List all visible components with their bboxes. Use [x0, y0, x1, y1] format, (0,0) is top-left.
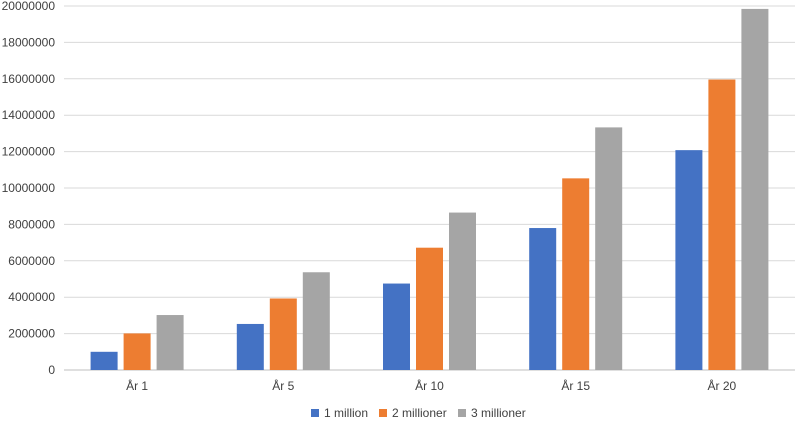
bar-2-4	[562, 178, 590, 370]
y-tick-label: 8000000	[8, 217, 55, 231]
bar-3-2	[302, 272, 330, 370]
bar-2-5	[708, 79, 736, 370]
x-tick-label: År 5	[272, 378, 294, 393]
bar-1-5	[675, 150, 703, 370]
bar-2-2	[269, 298, 297, 370]
x-axis-ticks: År 1 År 5 År 10 År 15 År 20	[126, 378, 736, 393]
legend-swatch	[311, 409, 319, 417]
y-axis-ticks: 0 2000000 4000000 6000000 8000000 10000000 120…	[2, 0, 56, 377]
x-tick-label: År 20	[708, 378, 737, 393]
y-tick-label: 10000000	[2, 181, 56, 195]
x-tick-label: År 10	[415, 378, 444, 393]
y-tick-label: 18000000	[2, 35, 56, 49]
bar-3-4	[595, 127, 623, 370]
legend-label: 1 million	[324, 406, 368, 420]
y-tick-label: 0	[48, 363, 55, 377]
bar-1-1	[90, 351, 118, 370]
y-tick-label: 2000000	[8, 327, 55, 341]
legend: 1 million 2 millioner 3 millioner	[311, 406, 526, 420]
gridlines	[64, 5, 795, 371]
y-tick-label: 12000000	[2, 145, 56, 159]
x-tick-label: År 1	[126, 378, 148, 393]
legend-label: 2 millioner	[392, 406, 447, 420]
bar-3-3	[449, 212, 476, 370]
bar-1-4	[529, 228, 557, 370]
legend-swatch	[379, 409, 387, 417]
bar-1-2	[236, 323, 264, 370]
y-tick-label: 4000000	[8, 290, 55, 304]
y-tick-label: 20000000	[2, 0, 56, 13]
bar-3-5	[741, 8, 769, 371]
y-tick-label: 6000000	[8, 254, 55, 268]
bar-3-1	[156, 315, 184, 370]
x-tick-label: År 15	[561, 378, 590, 393]
y-tick-label: 14000000	[2, 108, 56, 122]
bar-1-3	[383, 283, 410, 370]
bar-2-3	[416, 247, 443, 370]
y-tick-label: 16000000	[2, 72, 56, 86]
bar-2-1	[123, 333, 151, 370]
bars	[90, 8, 769, 371]
legend-swatch	[458, 409, 466, 417]
legend-label: 3 millioner	[471, 406, 526, 420]
